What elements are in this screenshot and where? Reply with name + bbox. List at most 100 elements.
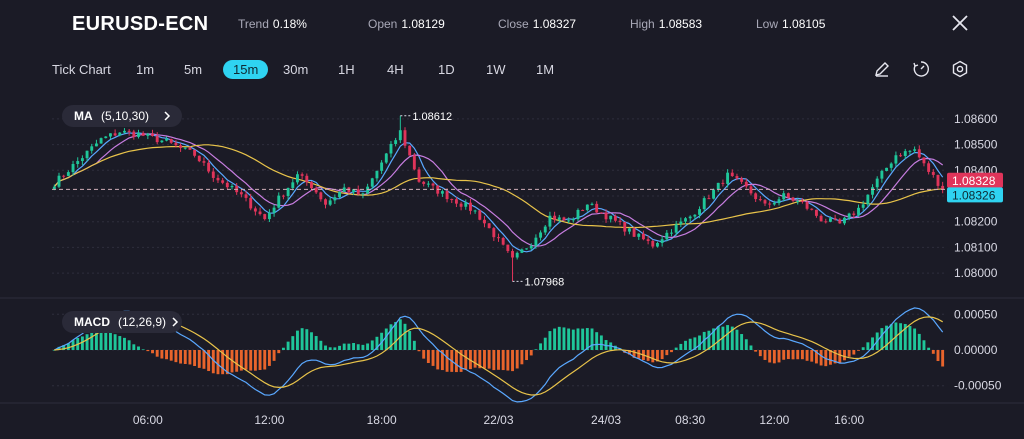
macd-histogram-bar <box>146 350 150 352</box>
macd-histogram-bar <box>913 328 917 350</box>
time-tick-label: 16:00 <box>834 413 864 427</box>
pencil-icon[interactable] <box>873 60 891 78</box>
macd-histogram-bar <box>576 328 580 350</box>
candle-body <box>454 199 458 204</box>
candle <box>861 200 865 211</box>
macd-histogram-bar <box>398 319 402 350</box>
tab-1mo[interactable]: 1M <box>536 62 555 77</box>
candles <box>52 115 945 282</box>
macd-histogram-bar <box>356 344 360 350</box>
candle <box>838 218 842 224</box>
candle <box>408 145 412 156</box>
close-value: 1.08327 <box>532 17 577 31</box>
candle <box>744 178 748 189</box>
macd-histogram-bar <box>384 328 388 350</box>
tick-chart-label[interactable]: Tick Chart <box>52 62 111 77</box>
macd-histogram-bar <box>501 350 505 371</box>
tab-1w[interactable]: 1W <box>486 62 506 77</box>
macd-histogram-bar <box>585 328 589 350</box>
macd-histogram-bar <box>366 343 370 350</box>
macd-histogram-bar <box>730 326 734 350</box>
tab-4h[interactable]: 4H <box>387 62 404 77</box>
candle-body <box>403 130 407 146</box>
candle <box>857 204 860 217</box>
macd-histogram-bar <box>744 339 748 350</box>
candle <box>543 224 547 236</box>
candle-body <box>497 237 500 239</box>
time-tick-label: 24/03 <box>591 413 621 427</box>
ma10-line <box>53 133 944 247</box>
macd-histogram-bar <box>375 336 379 350</box>
tab-5m[interactable]: 5m <box>184 62 203 77</box>
candle <box>151 129 154 137</box>
candle <box>132 129 136 140</box>
macd-histogram-bar <box>712 328 716 350</box>
candle <box>800 198 804 204</box>
candle-body <box>464 202 468 207</box>
macd-histogram-bar <box>66 343 70 350</box>
candle <box>576 208 580 222</box>
low-stat: Low 1.08105 <box>756 17 825 31</box>
candle <box>627 227 631 235</box>
candle-body <box>515 252 519 258</box>
close-stat: Close 1.08327 <box>498 17 576 31</box>
candle-body <box>277 195 281 208</box>
candle-body <box>366 186 370 194</box>
candle-body <box>62 175 66 177</box>
candle-body <box>193 149 197 156</box>
tab-1h[interactable]: 1H <box>338 62 355 77</box>
macd-histogram-bar <box>445 350 449 372</box>
close-icon[interactable] <box>950 13 970 33</box>
candle <box>436 185 440 197</box>
macd-indicator-pill[interactable]: MACD (12,26,9) <box>62 311 182 333</box>
candle <box>651 239 655 249</box>
candle-body <box>267 212 271 220</box>
candle-body <box>468 202 472 211</box>
macd-panel <box>52 307 945 403</box>
candle-body <box>263 214 267 220</box>
candle <box>688 215 692 222</box>
tab-15m[interactable]: 15m <box>223 60 269 79</box>
macd-histogram-bar <box>370 340 374 350</box>
candle-body <box>567 220 571 222</box>
candle-body <box>118 132 122 136</box>
candle-body <box>281 195 285 197</box>
candle-body <box>922 157 926 164</box>
candle <box>618 216 622 226</box>
macd-histogram-bar <box>300 328 304 350</box>
macd-histogram-bar <box>267 350 271 366</box>
settings-icon[interactable] <box>951 60 969 78</box>
macd-histogram-bar <box>866 342 870 350</box>
tab-30m[interactable]: 30m <box>283 62 309 77</box>
candle <box>211 167 215 182</box>
timer-icon[interactable] <box>912 60 930 78</box>
macd-histogram-bar <box>473 350 477 368</box>
candle-body <box>370 178 374 187</box>
macd-histogram-bar <box>464 350 468 370</box>
candle-body <box>627 228 631 232</box>
candle <box>230 183 234 190</box>
candle <box>889 162 893 172</box>
macd-histogram-bar <box>553 328 557 350</box>
candle <box>754 192 758 202</box>
macd-params: (12,26,9) <box>118 315 167 329</box>
time-tick-label: 08:30 <box>675 413 705 427</box>
candle <box>62 174 66 179</box>
macd-histogram-bar <box>684 340 687 350</box>
candle <box>641 230 645 241</box>
candle <box>758 195 762 202</box>
high-value: 1.08583 <box>658 17 703 31</box>
bid-price-text: 1.08328 <box>952 174 996 188</box>
ma-indicator-pill[interactable]: MA (5,10,30) <box>62 105 182 127</box>
candle <box>342 183 346 192</box>
candle <box>679 217 683 228</box>
tab-1d[interactable]: 1D <box>438 62 455 77</box>
macd-histogram-bar <box>440 350 444 371</box>
candle-body <box>585 204 589 211</box>
candle-body <box>917 149 921 158</box>
candle-body <box>127 130 131 132</box>
candle <box>908 150 912 155</box>
candle-body <box>646 239 650 241</box>
tab-1m[interactable]: 1m <box>136 62 155 77</box>
